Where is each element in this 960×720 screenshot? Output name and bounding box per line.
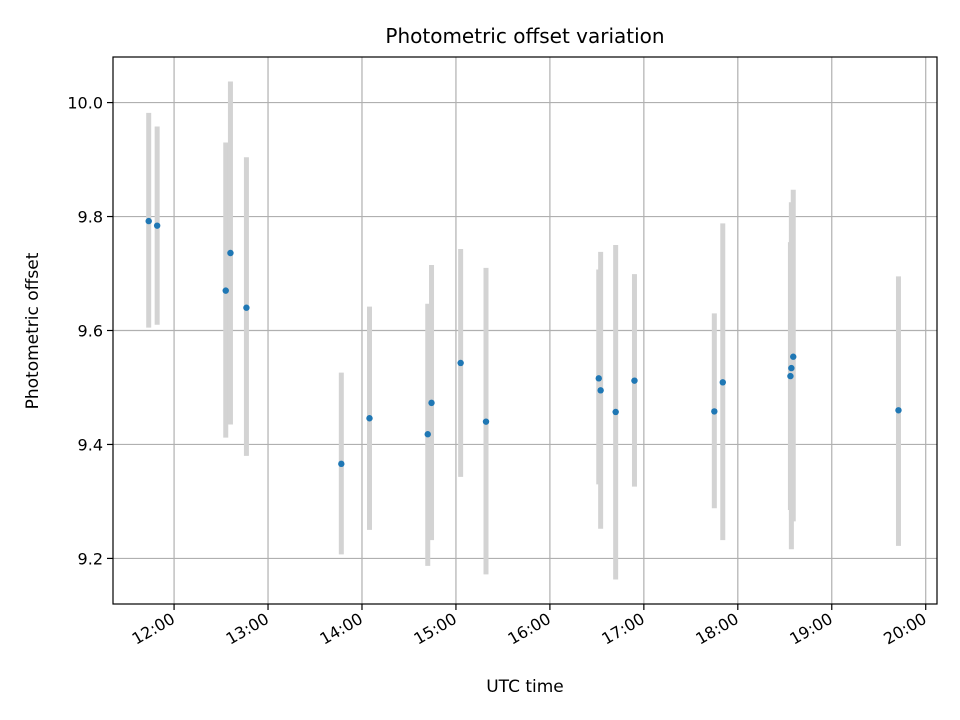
- data-point: [153, 222, 161, 229]
- y-tick-label: 9.6: [78, 322, 103, 341]
- data-point: [222, 287, 229, 294]
- data-point: [227, 249, 234, 257]
- data-point: [719, 379, 726, 386]
- data-point: [366, 415, 373, 422]
- data-point: [338, 460, 345, 468]
- x-axis-title: UTC time: [486, 677, 564, 697]
- data-point: [595, 375, 602, 382]
- y-tick-label: 10.0: [67, 94, 103, 113]
- y-tick-label: 9.4: [78, 435, 103, 454]
- data-points: [145, 217, 902, 468]
- data-point: [457, 359, 464, 367]
- data-point: [243, 304, 250, 311]
- data-point: [482, 418, 490, 425]
- data-point: [428, 399, 435, 407]
- data-point: [597, 387, 604, 394]
- y-tick-label: 9.2: [78, 549, 103, 568]
- data-point: [145, 217, 152, 225]
- data-point: [424, 431, 431, 438]
- y-axis-title: Photometric offset: [23, 252, 43, 409]
- data-point: [612, 408, 619, 416]
- y-tick-label: 9.8: [78, 208, 103, 227]
- data-point: [895, 407, 902, 414]
- data-point: [787, 372, 794, 380]
- data-point: [631, 377, 638, 384]
- grid: [113, 57, 937, 604]
- chart-title: Photometric offset variation: [385, 24, 664, 48]
- data-point: [711, 408, 718, 415]
- data-point: [790, 353, 797, 360]
- y-axis-ticks: 9.2 9.4 9.6 9.8 10.0: [67, 94, 113, 568]
- data-point: [788, 364, 795, 372]
